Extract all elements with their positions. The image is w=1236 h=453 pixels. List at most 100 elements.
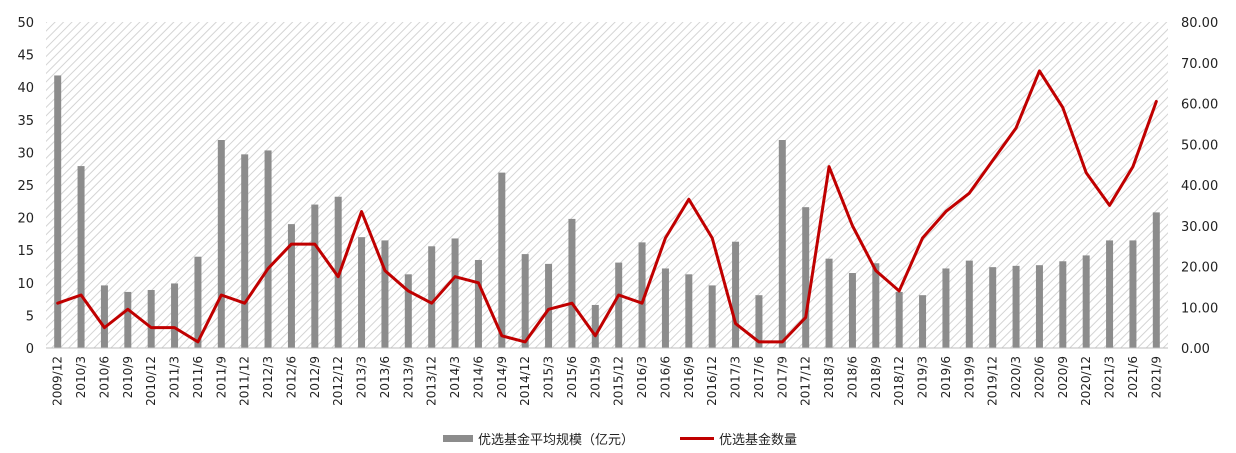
bar-2011-3	[171, 283, 179, 348]
bar-2014-6	[474, 259, 482, 348]
x-tick-label: 2016/6	[658, 356, 672, 398]
bar-2013-12	[428, 246, 436, 348]
right-axis-tick-label: 30.00	[1181, 220, 1218, 235]
legend-bar-swatch	[443, 435, 473, 442]
bar-2009-12	[54, 75, 62, 349]
bar-series	[54, 75, 1160, 349]
x-tick-label: 2009/12	[51, 356, 65, 406]
legend: 优选基金平均规模（亿元） 优选基金数量	[443, 432, 797, 448]
plot-background	[46, 22, 1168, 348]
bar-2010-6	[100, 285, 108, 348]
bar-2015-9	[591, 304, 599, 348]
left-y-axis: 0 5 10 15 20 25 30 35 40 45 50	[17, 16, 34, 357]
bar-2016-9	[685, 274, 693, 348]
x-tick-label: 2012/12	[331, 356, 345, 406]
bar-2011-12	[241, 154, 249, 348]
line-series	[56, 69, 1158, 344]
left-axis-tick-label: 25	[17, 179, 34, 194]
right-axis-tick-label: 40.00	[1181, 179, 1218, 194]
bar-2015-6	[568, 218, 576, 348]
bar-2020-9	[1059, 261, 1067, 348]
x-tick-label: 2013/3	[355, 356, 369, 398]
x-tick-label: 2021/3	[1103, 356, 1117, 398]
x-tick-label: 2012/6	[284, 356, 298, 398]
bar-2019-6	[942, 268, 950, 348]
bar-2018-6	[848, 273, 856, 348]
right-axis-tick-label: 80.00	[1181, 16, 1218, 31]
bar-2018-9	[872, 263, 880, 348]
x-tick-label: 2019/9	[962, 356, 976, 398]
bar-2020-12	[1082, 255, 1090, 348]
bar-2014-12	[521, 254, 529, 348]
legend-line-label: 优选基金数量	[719, 432, 797, 448]
bar-2013-9	[404, 274, 412, 348]
x-tick-label: 2018/12	[892, 356, 906, 406]
fund-count-line	[56, 69, 1158, 344]
left-axis-tick-label: 35	[17, 114, 34, 129]
right-y-axis: 0.00 10.00 20.00 30.00 40.00 50.00 60.00 70.00 8…	[1181, 16, 1218, 357]
left-axis-tick-label: 20	[17, 212, 34, 227]
bar-2010-3	[77, 166, 85, 348]
bar-2017-9	[778, 140, 786, 348]
right-axis-tick-label: 20.00	[1181, 261, 1218, 276]
x-tick-label: 2016/9	[682, 356, 696, 398]
x-tick-label: 2014/3	[448, 356, 462, 398]
x-tick-label: 2013/12	[425, 356, 439, 406]
x-tick-label: 2020/3	[1009, 356, 1023, 398]
right-axis-tick-label: 0.00	[1181, 342, 1210, 357]
x-tick-label: 2020/9	[1056, 356, 1070, 398]
x-tick-label: 2010/3	[74, 356, 88, 398]
left-axis-tick-label: 15	[17, 244, 34, 259]
x-tick-label: 2012/3	[261, 356, 275, 398]
left-axis-tick-label: 5	[26, 309, 34, 324]
x-tick-label: 2012/9	[308, 356, 322, 398]
bar-2013-3	[358, 237, 366, 348]
x-tick-label: 2015/3	[542, 356, 556, 398]
x-tick-label: 2021/9	[1149, 356, 1163, 398]
x-tick-label: 2018/6	[845, 356, 859, 398]
x-tick-label: 2014/9	[495, 356, 509, 398]
bar-2021-6	[1129, 240, 1137, 348]
bar-2019-9	[965, 260, 973, 348]
x-tick-label: 2014/12	[518, 356, 532, 406]
right-axis-tick-label: 50.00	[1181, 138, 1218, 153]
x-tick-label: 2011/6	[191, 356, 205, 398]
x-tick-label: 2020/6	[1032, 356, 1046, 398]
bar-2018-3	[825, 258, 833, 348]
x-tick-label: 2021/6	[1126, 356, 1140, 398]
bar-2015-12	[615, 262, 623, 348]
bar-2012-3	[264, 150, 272, 348]
x-tick-label: 2011/9	[214, 356, 228, 398]
x-tick-label: 2016/12	[705, 356, 719, 406]
bar-2010-12	[147, 289, 155, 348]
x-tick-label: 2010/9	[121, 356, 135, 398]
bar-2017-3	[732, 241, 740, 348]
x-tick-label: 2019/3	[916, 356, 930, 398]
bar-2010-9	[124, 291, 132, 348]
bar-2015-3	[545, 263, 553, 348]
x-tick-label: 2015/9	[588, 356, 602, 398]
left-axis-tick-label: 10	[17, 277, 34, 292]
x-axis-labels: 2009/12 2010/3 2010/6 2010/9 2010/12 2011/3 20…	[51, 356, 1164, 406]
left-axis-tick-label: 40	[17, 81, 34, 96]
x-tick-label: 2020/12	[1079, 356, 1093, 406]
bar-2014-9	[498, 172, 506, 348]
bar-2011-9	[217, 140, 225, 348]
bar-2021-3	[1106, 240, 1114, 348]
x-tick-label: 2017/9	[775, 356, 789, 398]
bar-2018-12	[895, 291, 903, 348]
x-tick-label: 2013/9	[401, 356, 415, 398]
x-tick-label: 2017/3	[729, 356, 743, 398]
x-tick-label: 2010/6	[97, 356, 111, 398]
x-tick-label: 2017/12	[799, 356, 813, 406]
bar-2016-3	[638, 242, 646, 348]
bar-2011-6	[194, 256, 202, 348]
x-tick-label: 2019/12	[986, 356, 1000, 406]
bar-2012-6	[287, 224, 295, 348]
x-tick-label: 2014/6	[471, 356, 485, 398]
x-tick-label: 2011/3	[168, 356, 182, 398]
bar-2019-3	[919, 295, 927, 348]
bar-2017-12	[802, 207, 810, 348]
